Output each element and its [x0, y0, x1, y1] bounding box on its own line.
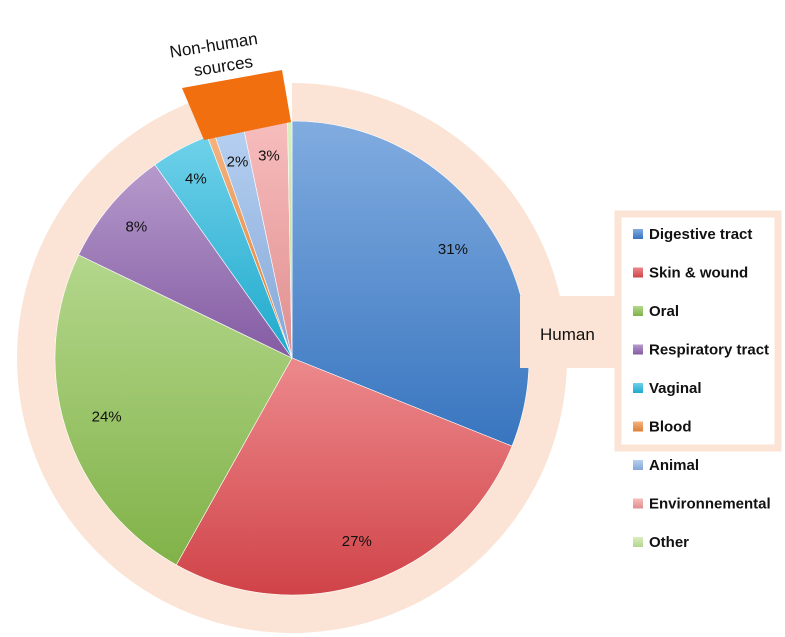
legend-swatch-oral: [633, 306, 643, 316]
data-label-respiratory-tract: 8%: [126, 218, 148, 235]
data-label-digestive-tract: 31%: [438, 241, 468, 258]
legend-swatch-digestive-tract: [633, 229, 643, 239]
slice-oral: [54, 254, 293, 566]
legend-label-respiratory-tract: Respiratory tract: [649, 342, 769, 359]
data-label-environnemental: 3%: [258, 147, 280, 164]
legend-label-other: Other: [649, 534, 689, 551]
non-human-label: Non-human sources: [168, 28, 267, 83]
legend-swatch-environnemental: [633, 498, 643, 509]
human-label: Human: [540, 325, 595, 344]
slice-skin-and-wound: [175, 357, 513, 596]
legend-swatch-vaginal: [633, 383, 643, 393]
legend-label-blood: Blood: [649, 419, 692, 436]
slice-respiratory-tract: [78, 164, 293, 359]
data-label-animal: 2%: [227, 154, 249, 171]
legend-label-oral: Oral: [649, 303, 679, 320]
human-legend-frame: [614, 210, 782, 452]
slice-digestive-tract: [291, 120, 530, 447]
legend-swatch-skin-and-wound: [633, 267, 643, 278]
human-connector: [520, 296, 620, 368]
legend-swatch-respiratory-tract: [633, 344, 643, 355]
data-label-vaginal: 4%: [185, 170, 207, 187]
pie-slices: [54, 120, 530, 596]
legend-swatch-blood: [633, 421, 643, 432]
legend-label-environnemental: Environnemental: [649, 496, 771, 513]
legend-swatch-animal: [633, 460, 643, 470]
legend-label-skin-and-wound: Skin & wound: [649, 265, 748, 282]
legend-label-animal: Animal: [649, 457, 699, 474]
legend-swatch-other: [633, 537, 643, 547]
data-label-skin-and-wound: 27%: [342, 533, 372, 550]
legend-label-vaginal: Vaginal: [649, 380, 702, 397]
legend: Digestive tract Skin & wound Oral Respirato…: [633, 226, 771, 551]
non-human-tab: [182, 70, 291, 140]
legend-label-digestive-tract: Digestive tract: [649, 226, 752, 243]
data-label-oral: 24%: [92, 408, 122, 425]
slice-labels: 31% 27% 24% 8% 4% 2% 3%: [92, 147, 468, 550]
